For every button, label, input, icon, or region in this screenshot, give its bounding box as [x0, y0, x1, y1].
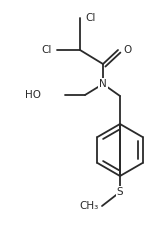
Text: O: O [123, 45, 131, 55]
Text: N: N [99, 79, 107, 89]
Text: Cl: Cl [85, 13, 95, 23]
Text: S: S [117, 187, 123, 197]
Text: HO: HO [25, 90, 41, 100]
Text: CH₃: CH₃ [80, 201, 99, 211]
Text: Cl: Cl [42, 45, 52, 55]
